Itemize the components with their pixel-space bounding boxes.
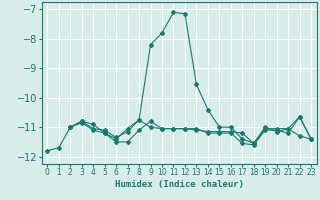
X-axis label: Humidex (Indice chaleur): Humidex (Indice chaleur) bbox=[115, 180, 244, 189]
